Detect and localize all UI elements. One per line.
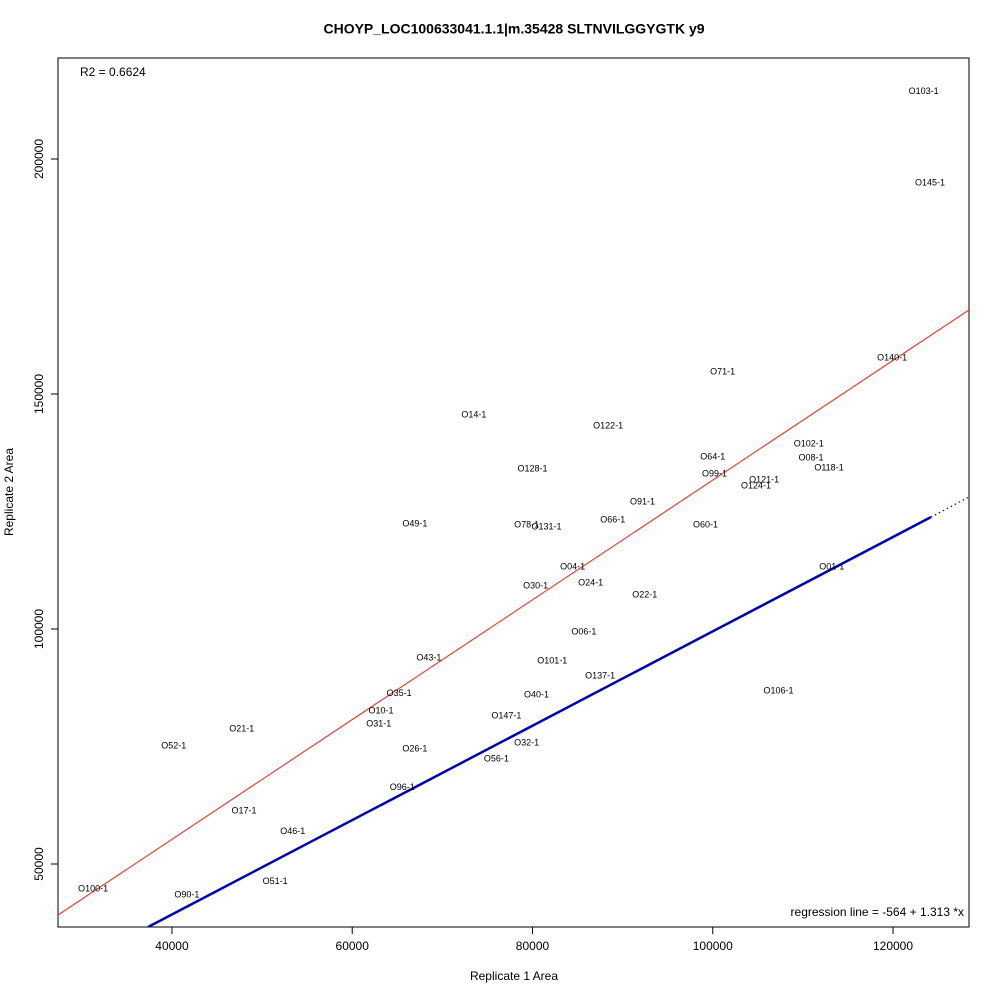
- point-label: O40-1: [524, 689, 549, 699]
- point-label: O124-1: [741, 480, 771, 490]
- point-label: O100-1: [78, 883, 108, 893]
- point-label: O147-1: [491, 710, 521, 720]
- point-label: O51-1: [263, 876, 288, 886]
- chart-title: CHOYP_LOC100633041.1.1|m.35428 SLTNVILGG…: [323, 21, 704, 37]
- point-label: O96-1: [390, 782, 415, 792]
- point-label: O26-1: [402, 743, 427, 753]
- point-label: O04-1: [560, 561, 585, 571]
- y-axis-label: Replicate 2 Area: [2, 448, 16, 536]
- point-label: O01-1: [819, 561, 844, 571]
- point-label: O06-1: [571, 627, 596, 637]
- point-label: O101-1: [537, 655, 567, 665]
- point-label: O137-1: [585, 670, 615, 680]
- x-tick-label: 80000: [516, 939, 550, 953]
- x-tick-label: 120000: [873, 939, 913, 953]
- point-label: O17-1: [232, 805, 257, 815]
- x-tick-label: 60000: [336, 939, 370, 953]
- point-label: O22-1: [632, 589, 657, 599]
- point-label: O64-1: [700, 451, 725, 461]
- point-label: O99-1: [702, 468, 727, 478]
- point-label: O56-1: [484, 753, 509, 763]
- point-label: O31-1: [366, 718, 391, 728]
- trend-line: [58, 309, 969, 916]
- annotation: regression line = -564 + 1.313 *x: [791, 905, 964, 919]
- point-label: O10-1: [369, 705, 394, 715]
- y-tick-label: 50000: [32, 847, 46, 881]
- point-label: O118-1: [814, 462, 843, 472]
- point-label: O21-1: [229, 723, 254, 733]
- point-label: O103-1: [909, 86, 939, 96]
- point-label: O60-1: [693, 520, 718, 530]
- point-label: O32-1: [514, 737, 539, 747]
- y-tick-label: 200000: [32, 139, 46, 179]
- x-tick-label: 40000: [155, 939, 189, 953]
- point-label: O102-1: [794, 438, 824, 448]
- point-label: O35-1: [387, 688, 412, 698]
- x-axis-label: Replicate 1 Area: [470, 969, 558, 983]
- trend-line: [930, 496, 969, 518]
- point-label: O43-1: [416, 653, 441, 663]
- point-label: O122-1: [593, 420, 623, 430]
- trend-line: [147, 516, 932, 927]
- point-label: O66-1: [600, 514, 625, 524]
- point-label: O140-1: [877, 352, 907, 362]
- point-label: O30-1: [523, 580, 548, 590]
- y-tick-label: 100000: [32, 609, 46, 649]
- annotation: R2 = 0.6624: [80, 65, 146, 79]
- point-label: O145-1: [915, 177, 945, 187]
- point-label: O71-1: [710, 366, 735, 376]
- point-label: O24-1: [578, 577, 603, 587]
- point-label: O52-1: [161, 740, 186, 750]
- point-label: O14-1: [461, 410, 486, 420]
- point-label: O90-1: [174, 889, 199, 899]
- x-tick-label: 100000: [693, 939, 733, 953]
- point-label: O78-1: [514, 520, 539, 530]
- point-label: O46-1: [280, 826, 305, 836]
- point-label: O91-1: [630, 496, 655, 506]
- plot-frame: [57, 57, 970, 928]
- point-label: O08-1: [798, 452, 823, 462]
- y-tick-label: 150000: [32, 374, 46, 414]
- point-label: O106-1: [764, 685, 794, 695]
- point-label: O131-1: [531, 521, 561, 531]
- point-label: O121-1: [749, 474, 779, 484]
- point-label: O49-1: [402, 519, 427, 529]
- point-label: O128-1: [517, 464, 547, 474]
